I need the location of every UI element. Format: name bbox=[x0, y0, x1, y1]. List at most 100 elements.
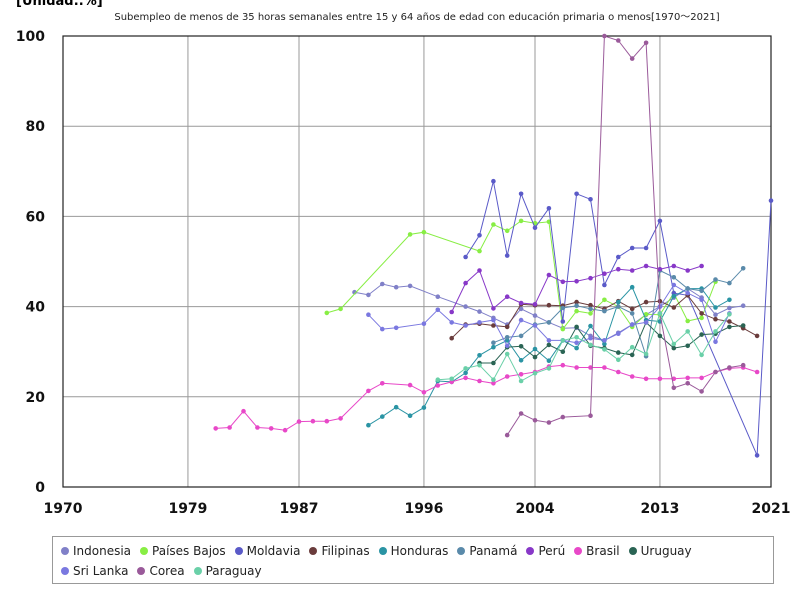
data-point bbox=[713, 316, 718, 322]
data-point bbox=[588, 365, 593, 370]
data-point bbox=[629, 322, 635, 327]
data-point bbox=[629, 352, 635, 358]
data-point bbox=[546, 420, 552, 425]
legend-item: Corea bbox=[137, 561, 185, 581]
data-point bbox=[463, 280, 468, 286]
data-point bbox=[657, 298, 663, 304]
legend-label: Países Bajos bbox=[152, 544, 226, 558]
data-point bbox=[699, 297, 704, 303]
data-point bbox=[602, 365, 607, 370]
data-point bbox=[643, 351, 649, 357]
x-tick-label: 1970 bbox=[44, 501, 83, 517]
unit-label: [Unidad:.%] bbox=[16, 0, 103, 9]
legend-label: Indonesia bbox=[73, 544, 132, 558]
data-point bbox=[685, 381, 690, 386]
series-line bbox=[354, 283, 744, 341]
legend-marker bbox=[628, 547, 637, 555]
data-point bbox=[407, 232, 413, 237]
data-point bbox=[407, 382, 413, 388]
legend-label: Sri Lanka bbox=[73, 564, 129, 578]
data-point bbox=[241, 408, 246, 414]
legend-label: Brasil bbox=[586, 544, 620, 558]
legend-item: Filipinas bbox=[309, 541, 370, 561]
data-point bbox=[574, 335, 579, 340]
data-point bbox=[532, 225, 538, 230]
data-point bbox=[435, 377, 441, 383]
data-point bbox=[504, 324, 510, 330]
data-point bbox=[699, 389, 704, 394]
data-point bbox=[255, 425, 260, 430]
data-point bbox=[616, 38, 621, 43]
data-point bbox=[518, 411, 524, 416]
legend-marker bbox=[457, 547, 466, 555]
data-point bbox=[616, 369, 621, 375]
series-0 bbox=[352, 281, 746, 343]
x-tick-label: 1979 bbox=[168, 501, 207, 517]
data-point bbox=[574, 308, 579, 314]
data-point bbox=[477, 320, 482, 325]
data-point bbox=[629, 56, 635, 61]
data-point bbox=[602, 347, 607, 352]
data-point bbox=[560, 362, 566, 368]
data-point bbox=[699, 315, 704, 321]
data-point bbox=[546, 366, 552, 371]
data-point bbox=[574, 340, 579, 346]
data-point bbox=[518, 191, 524, 197]
series-10 bbox=[504, 33, 746, 438]
data-point bbox=[602, 271, 607, 277]
data-point bbox=[532, 313, 538, 318]
data-point bbox=[435, 307, 441, 313]
data-point bbox=[699, 311, 704, 316]
data-point bbox=[407, 283, 413, 289]
data-point bbox=[727, 305, 732, 311]
data-point bbox=[393, 325, 399, 331]
data-point bbox=[685, 375, 690, 381]
data-point bbox=[727, 324, 732, 330]
data-point bbox=[463, 366, 468, 371]
data-point bbox=[324, 418, 330, 424]
data-point bbox=[713, 339, 718, 345]
data-point bbox=[588, 306, 593, 312]
data-point bbox=[491, 222, 496, 227]
data-point bbox=[713, 312, 718, 318]
legend-item: Uruguay bbox=[628, 541, 692, 561]
data-point bbox=[699, 352, 704, 358]
data-point bbox=[546, 272, 552, 278]
series-5 bbox=[491, 266, 746, 359]
data-point bbox=[657, 311, 663, 316]
legend-marker bbox=[574, 547, 583, 555]
data-point bbox=[560, 349, 566, 355]
data-point bbox=[574, 279, 579, 284]
data-point bbox=[629, 284, 635, 290]
data-point bbox=[588, 413, 593, 419]
x-tick-label: 2021 bbox=[752, 501, 791, 517]
data-point bbox=[518, 300, 524, 306]
data-point bbox=[727, 280, 732, 286]
data-point bbox=[546, 338, 552, 343]
grid-lines bbox=[62, 35, 772, 488]
data-point bbox=[629, 245, 635, 251]
data-point bbox=[588, 335, 593, 341]
legend-label: Honduras bbox=[390, 544, 449, 558]
legend-item: Panamá bbox=[457, 541, 517, 561]
data-point bbox=[296, 419, 302, 424]
data-point bbox=[574, 365, 579, 370]
legend-label: Corea bbox=[149, 564, 185, 578]
data-point bbox=[518, 358, 524, 363]
data-point bbox=[699, 332, 704, 337]
data-point bbox=[740, 362, 746, 368]
data-point bbox=[477, 309, 482, 314]
data-point bbox=[449, 376, 455, 382]
data-point bbox=[754, 369, 760, 375]
legend-item: Países Bajos bbox=[140, 541, 226, 561]
series-11 bbox=[435, 311, 732, 384]
data-point bbox=[560, 326, 566, 332]
data-point bbox=[643, 312, 649, 317]
data-point bbox=[671, 305, 677, 310]
data-point bbox=[366, 312, 371, 318]
legend-item: Paraguay bbox=[193, 561, 262, 581]
data-point bbox=[643, 245, 649, 251]
data-point bbox=[380, 381, 385, 386]
data-point bbox=[671, 293, 677, 299]
data-point bbox=[574, 303, 579, 309]
